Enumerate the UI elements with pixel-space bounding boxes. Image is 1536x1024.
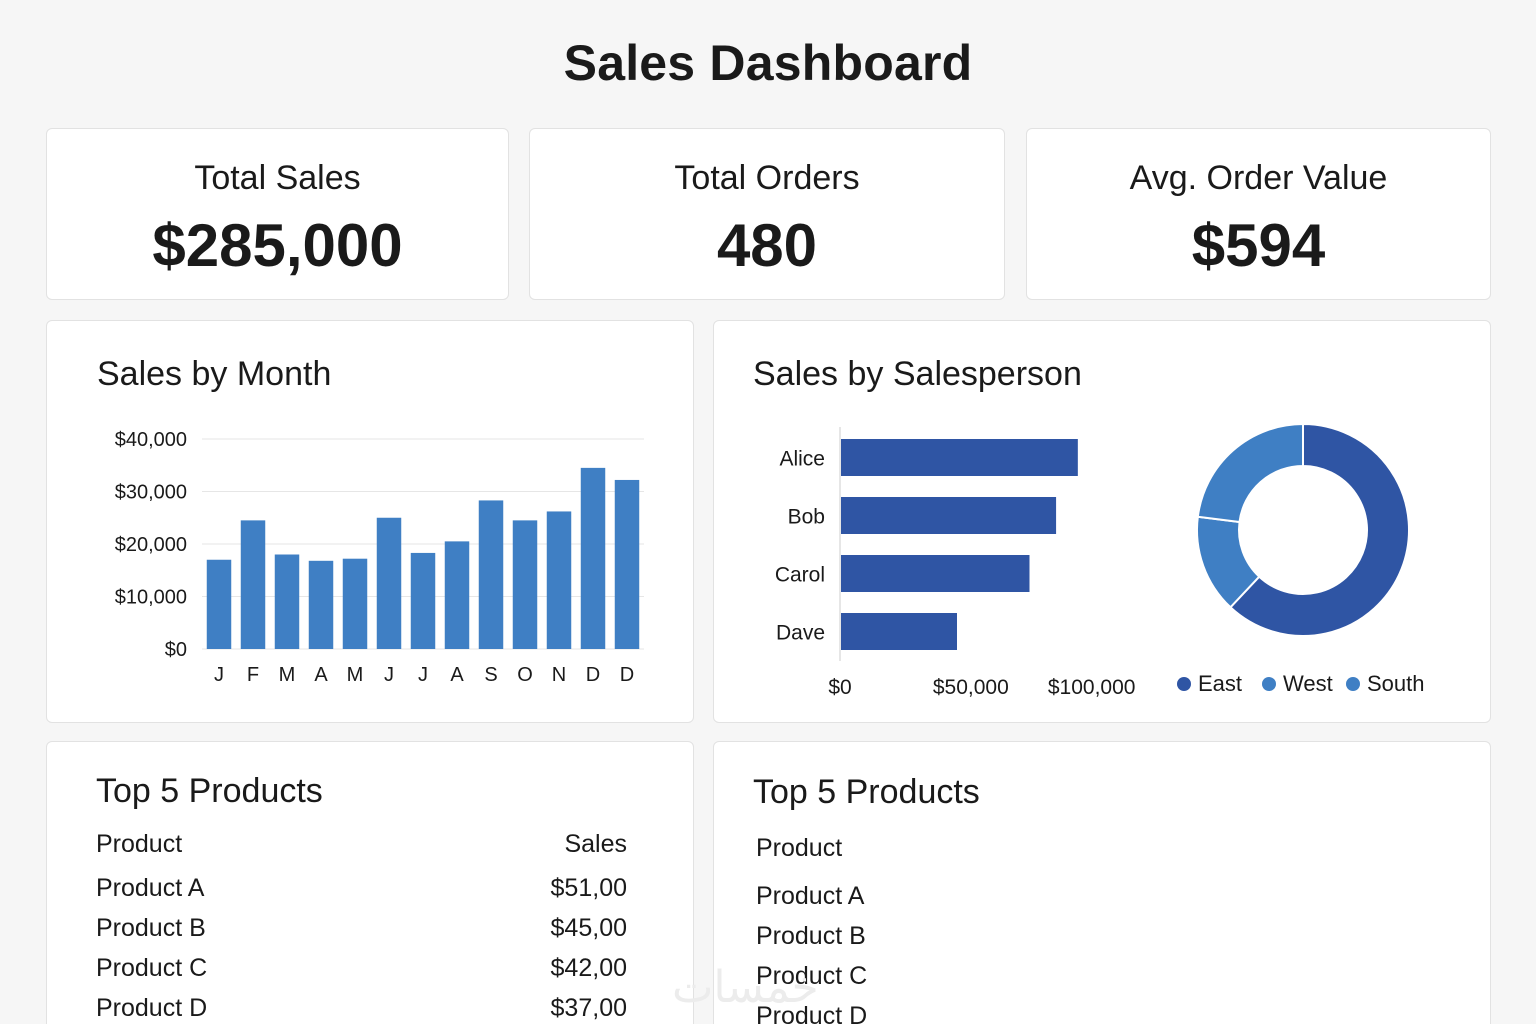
month-bar <box>580 467 606 649</box>
donut-slice <box>1229 422 1410 637</box>
month-bar <box>206 559 232 649</box>
salesperson-label: Carol <box>775 564 825 587</box>
product-name: Product B <box>756 922 866 950</box>
x-tick-label: $50,000 <box>933 676 1009 699</box>
y-tick-label: $0 <box>165 639 187 661</box>
products-table: Product Sales Product A $51,00 Product B… <box>47 742 693 1024</box>
page-title: Sales Dashboard <box>563 35 973 91</box>
x-tick-label: J <box>384 664 394 686</box>
y-tick-label: $10,000 <box>115 587 187 609</box>
column-header-product: Product <box>96 830 183 858</box>
card-title: Top 5 Products <box>96 772 323 810</box>
legend-label: South <box>1367 671 1425 696</box>
month-bar <box>478 500 504 649</box>
x-tick-label: M <box>347 664 364 686</box>
product-name: Product D <box>756 1002 868 1024</box>
x-tick-label: A <box>450 664 464 686</box>
kpi-label: Avg. Order Value <box>1129 159 1388 197</box>
sales-by-salesperson-card: Sales by Salesperson Alice Bob Carol Dave $0… <box>713 320 1491 723</box>
legend-label: East <box>1198 671 1242 696</box>
month-bar <box>308 560 334 649</box>
kpi-card-total-orders: Total Orders 480 <box>529 128 1005 300</box>
x-tick-label: J <box>214 664 224 686</box>
top-products-card-left: Top 5 Products Product Sales Product A $… <box>46 741 694 1024</box>
kpi-value: 480 <box>716 212 818 279</box>
month-bar <box>444 541 470 649</box>
kpi-card-total-sales: Total Sales $285,000 <box>46 128 509 300</box>
kpi-label: Total Orders <box>674 159 860 197</box>
product-sales: $51,00 <box>550 874 627 902</box>
month-bar <box>410 552 436 649</box>
x-tick-label: $100,000 <box>1048 676 1136 699</box>
month-bar <box>614 479 640 649</box>
month-bar <box>342 558 368 649</box>
column-header-product: Product <box>756 834 843 862</box>
month-bar <box>274 554 300 649</box>
top-products-card-right: Top 5 Products Product Product A Product… <box>713 741 1491 1024</box>
product-name: Product C <box>756 962 868 990</box>
product-name: Product A <box>756 882 865 910</box>
product-name: Product B <box>96 914 206 942</box>
product-sales: $37,00 <box>550 994 627 1022</box>
salesperson-bar <box>841 555 1030 592</box>
y-tick-label: $30,000 <box>115 482 187 504</box>
donut-slice <box>1196 422 1304 524</box>
month-bar <box>512 520 538 649</box>
card-title: Sales by Salesperson <box>753 355 1082 393</box>
x-tick-label: O <box>517 664 533 686</box>
kpi-value: $285,000 <box>152 212 403 279</box>
kpi-card-avg-order-value: Avg. Order Value $594 <box>1026 128 1491 300</box>
x-tick-label: D <box>620 664 634 686</box>
sales-by-salesperson-chart: Alice Bob Carol Dave $0 $50,000 $100,000 East We… <box>775 422 1425 699</box>
product-name: Product D <box>96 994 208 1022</box>
legend-dot <box>1177 677 1191 691</box>
product-name: Product C <box>96 954 208 982</box>
legend-label: West <box>1283 671 1333 696</box>
x-tick-label: A <box>314 664 328 686</box>
y-tick-label: $20,000 <box>115 534 187 556</box>
salesperson-bar <box>841 497 1057 534</box>
x-tick-label: F <box>247 664 259 686</box>
x-tick-label: J <box>418 664 428 686</box>
kpi-value: $594 <box>1191 212 1326 279</box>
legend-dot <box>1346 677 1360 691</box>
column-header-sales: Sales <box>564 830 627 858</box>
salesperson-bar <box>841 439 1078 476</box>
month-bar <box>240 520 266 649</box>
x-tick-label: N <box>552 664 566 686</box>
y-tick-label: $40,000 <box>115 429 187 451</box>
legend-dot <box>1262 677 1276 691</box>
product-sales: $42,00 <box>550 954 627 982</box>
x-tick-label: D <box>586 664 600 686</box>
product-name: Product A <box>96 874 205 902</box>
products-table: Product Product A Product B Product C Pr… <box>714 742 1490 1024</box>
watermark-logo: خمسات <box>672 962 819 1013</box>
x-tick-label: M <box>279 664 296 686</box>
month-bar <box>376 517 402 649</box>
x-tick-label: $0 <box>828 676 851 699</box>
card-title: Top 5 Products <box>753 773 980 811</box>
salesperson-label: Dave <box>776 622 825 645</box>
kpi-label: Total Sales <box>194 159 361 197</box>
sales-by-month-card: Sales by Month $0 $10,000 $20,000 $30,000 $4… <box>46 320 694 723</box>
month-bar <box>546 511 572 649</box>
salesperson-label: Bob <box>788 506 825 529</box>
card-title: Sales by Month <box>97 355 332 393</box>
salesperson-label: Alice <box>779 448 825 471</box>
x-tick-label: S <box>484 664 497 686</box>
product-sales: $45,00 <box>550 914 627 942</box>
salesperson-bar <box>841 613 957 650</box>
